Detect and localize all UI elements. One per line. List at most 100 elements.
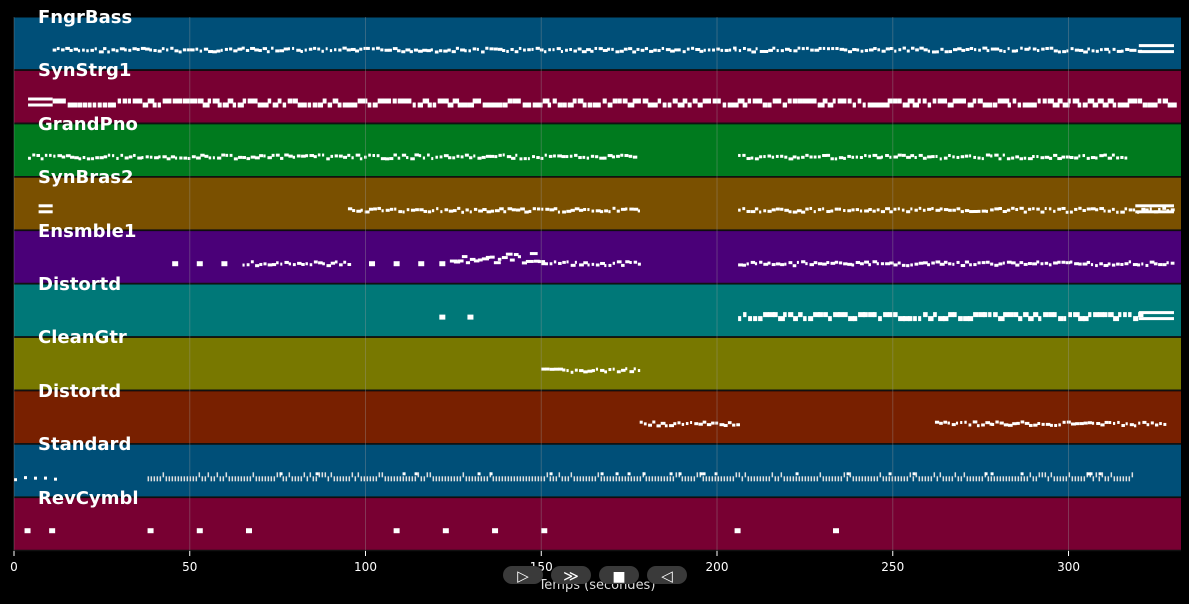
note-mark — [685, 422, 689, 426]
rewind-button[interactable]: ◁ — [647, 566, 687, 585]
note-mark — [1069, 156, 1074, 160]
note-mark — [943, 208, 949, 212]
note-mark — [179, 156, 183, 160]
note-mark — [692, 98, 698, 104]
note-mark — [669, 476, 672, 482]
note-mark — [478, 209, 483, 213]
note-mark — [738, 153, 741, 157]
note-mark — [885, 262, 891, 266]
note-mark — [1023, 476, 1026, 482]
note-mark — [1096, 422, 1101, 426]
x-tick-label: 50 — [182, 560, 198, 574]
note-mark — [1070, 422, 1076, 426]
note-mark — [852, 48, 857, 52]
note-mark — [195, 47, 199, 51]
note-mark — [292, 46, 295, 50]
note-mark — [1092, 102, 1099, 108]
note-mark — [624, 476, 627, 482]
note-mark — [822, 46, 826, 50]
note-mark — [1053, 261, 1058, 265]
note-mark — [1027, 207, 1032, 211]
note-mark — [931, 155, 935, 159]
note-mark — [775, 154, 779, 158]
note-mark — [612, 206, 616, 210]
note-mark — [1098, 476, 1101, 482]
note-mark — [382, 98, 389, 104]
note-mark — [1038, 316, 1042, 322]
note-mark — [103, 155, 108, 159]
note-mark — [903, 316, 910, 322]
note-mark — [876, 208, 880, 212]
note-mark — [789, 476, 792, 482]
note-mark — [225, 153, 229, 157]
note-mark — [494, 209, 500, 213]
note-mark — [922, 261, 928, 265]
note-mark — [1127, 98, 1135, 104]
note-mark — [498, 153, 502, 157]
note-mark — [477, 258, 483, 262]
note-mark — [732, 102, 739, 108]
note-mark — [252, 472, 255, 478]
note-mark — [792, 476, 795, 482]
note-mark — [513, 476, 516, 482]
note-mark — [673, 422, 677, 426]
fast-forward-button[interactable]: ≫ — [551, 566, 591, 585]
note-mark — [999, 476, 1002, 482]
note-mark — [419, 208, 424, 212]
note-mark — [1048, 312, 1054, 318]
note-mark — [401, 50, 406, 54]
note-mark — [69, 48, 73, 52]
note-mark — [855, 208, 860, 212]
note-mark — [528, 209, 532, 213]
note-mark — [978, 312, 985, 318]
note-mark — [964, 420, 967, 424]
note-mark — [124, 48, 127, 52]
note-mark — [802, 98, 810, 104]
note-mark — [767, 154, 772, 158]
note-mark — [465, 208, 469, 212]
note-mark — [1041, 422, 1045, 426]
note-mark — [513, 253, 519, 257]
note-mark — [753, 476, 756, 482]
note-mark — [482, 102, 490, 108]
note-mark — [1120, 262, 1124, 266]
note-mark — [913, 316, 917, 322]
note-mark — [998, 262, 1003, 266]
note-mark — [347, 153, 351, 157]
note-mark — [387, 476, 390, 482]
note-mark — [587, 263, 590, 267]
note-mark — [317, 153, 321, 157]
note-mark — [522, 476, 525, 482]
note-mark — [1058, 423, 1061, 427]
note-mark — [321, 49, 324, 53]
note-mark — [393, 261, 400, 267]
note-mark — [1125, 47, 1130, 51]
note-mark — [587, 369, 593, 373]
stop-button[interactable]: ■ — [599, 566, 639, 585]
note-mark — [271, 46, 274, 50]
note-mark — [961, 48, 966, 52]
note-mark — [579, 369, 584, 373]
note-mark — [629, 370, 635, 374]
note-mark — [548, 154, 553, 158]
play-button[interactable]: ▷ — [503, 566, 543, 585]
note-mark — [464, 49, 467, 53]
note-mark — [912, 472, 916, 476]
note-mark — [334, 260, 338, 264]
note-mark — [825, 476, 828, 482]
note-mark — [1102, 102, 1109, 108]
note-mark — [432, 102, 437, 108]
note-mark — [494, 155, 498, 159]
note-mark — [187, 156, 191, 160]
note-mark — [245, 528, 252, 534]
note-mark — [863, 312, 868, 318]
note-mark — [196, 261, 203, 267]
note-mark — [910, 154, 915, 158]
note-mark — [347, 207, 353, 211]
note-mark — [711, 476, 714, 482]
note-mark — [778, 316, 785, 322]
note-mark — [480, 476, 483, 482]
note-mark — [82, 102, 88, 108]
note-mark — [587, 102, 593, 108]
note-mark — [486, 476, 489, 482]
